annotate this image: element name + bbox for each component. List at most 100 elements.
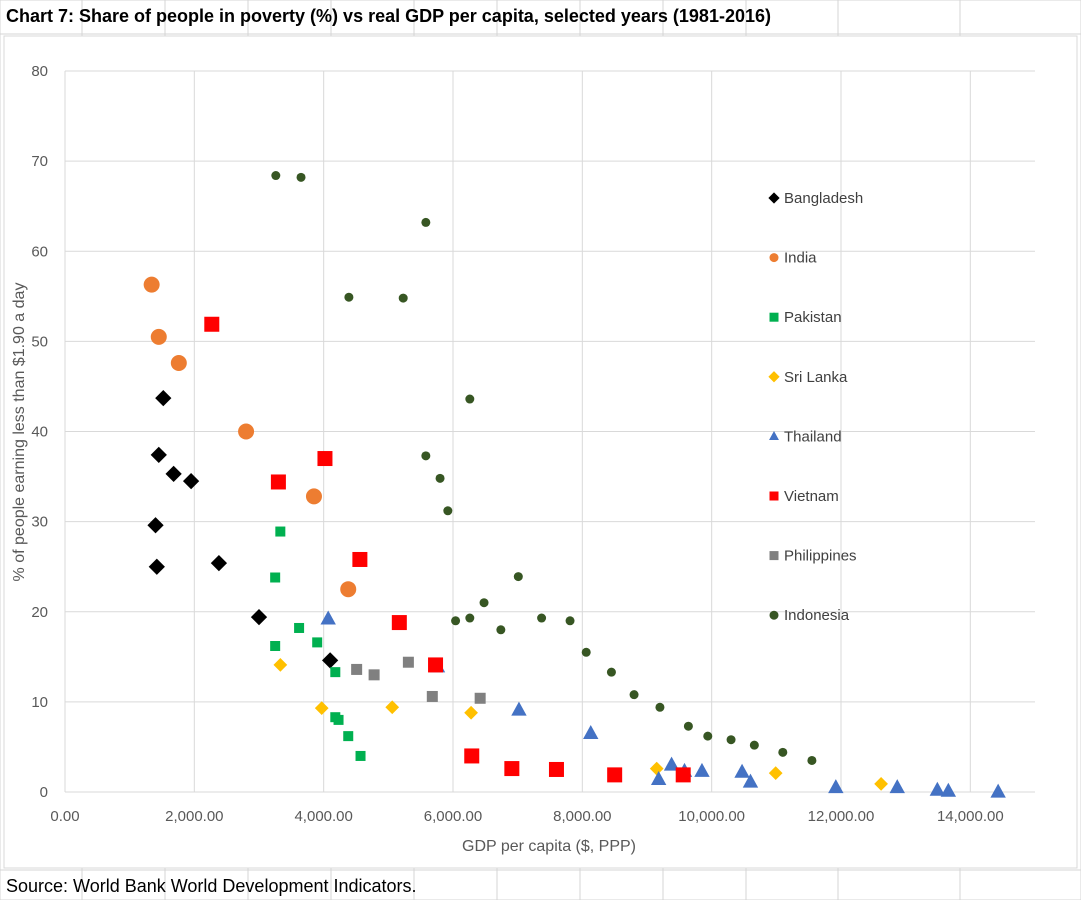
thailand-point — [650, 770, 667, 785]
india-point — [340, 581, 357, 598]
thailand-point — [742, 773, 759, 788]
y-tick-label: 70 — [31, 153, 48, 170]
vietnam-point — [504, 761, 520, 777]
legend-label-thailand: Thailand — [784, 428, 842, 445]
philippines-point — [474, 692, 486, 704]
y-tick-label: 30 — [31, 514, 48, 531]
x-tick-label: 0.00 — [50, 808, 79, 825]
sri-lanka-point — [385, 700, 400, 715]
bangladesh-point — [147, 517, 164, 534]
source-note: Source: World Bank World Development Ind… — [6, 876, 417, 896]
bangladesh-point — [210, 554, 228, 572]
indonesia-point — [398, 293, 408, 303]
chart-frame — [3, 35, 1078, 869]
indonesia-point — [443, 506, 453, 516]
vietnam-point — [607, 767, 623, 783]
indonesia-point — [296, 172, 306, 182]
indonesia-point — [465, 394, 475, 404]
philippines-point — [426, 690, 438, 702]
indonesia-point — [749, 740, 759, 750]
thailand-point — [511, 701, 527, 716]
indonesia-point — [344, 292, 354, 302]
y-tick-label: 20 — [31, 604, 48, 621]
sri-lanka-point — [768, 766, 783, 780]
vietnam-point — [675, 767, 691, 783]
philippines-point — [368, 669, 380, 681]
thailand-point — [929, 781, 946, 796]
thailand-point — [694, 762, 710, 777]
bangladesh-point — [155, 390, 172, 407]
x-tick-label: 10,000.00 — [678, 808, 745, 825]
vietnam-point — [391, 615, 407, 631]
indonesia-point — [479, 598, 489, 608]
thailand-point — [828, 779, 844, 794]
y-tick-label: 50 — [31, 333, 48, 350]
vietnam-point — [270, 474, 286, 490]
x-tick-label: 4,000.00 — [294, 808, 352, 825]
vietnam-point — [352, 551, 368, 567]
legend-marker-vietnam — [769, 491, 779, 501]
legend-label-india: India — [784, 250, 817, 267]
x-tick-label: 6,000.00 — [424, 808, 482, 825]
legend-label-sri-lanka: Sri Lanka — [784, 369, 848, 386]
vietnam-point — [428, 657, 444, 673]
vietnam-point — [464, 748, 480, 764]
sri-lanka-point — [273, 658, 288, 672]
x-tick-label: 14,000.00 — [937, 808, 1004, 825]
indonesia-point — [629, 690, 639, 700]
india-point — [305, 488, 322, 505]
indonesia-point — [465, 613, 475, 623]
indonesia-point — [537, 613, 547, 623]
indonesia-point — [421, 217, 431, 227]
y-tick-label: 40 — [31, 424, 48, 441]
pakistan-point — [355, 750, 366, 761]
gridlines — [64, 70, 1035, 793]
indonesia-point — [496, 625, 506, 635]
vietnam-point — [548, 761, 564, 777]
legend-label-pakistan: Pakistan — [784, 309, 842, 326]
indonesia-point — [513, 572, 523, 582]
indonesia-point — [451, 616, 461, 626]
y-tick-label: 0 — [40, 784, 48, 801]
thailand-point — [940, 782, 957, 797]
legend-label-bangladesh: Bangladesh — [784, 190, 863, 207]
legend-label-philippines: Philippines — [784, 548, 857, 565]
philippines-point — [402, 656, 414, 668]
y-axis-ticks: 0 10 20 30 40 50 60 70 80 — [31, 63, 48, 801]
legend-marker-indonesia — [769, 610, 779, 620]
india-point — [170, 355, 187, 372]
indonesia-point — [778, 747, 788, 757]
thailand-point — [583, 725, 599, 740]
pakistan-point — [330, 667, 341, 678]
legend: Bangladesh India Pakistan Sri Lanka Thailand… — [768, 190, 863, 624]
indonesia-point — [421, 451, 431, 461]
indonesia-point — [703, 731, 713, 741]
x-tick-label: 8,000.00 — [553, 808, 611, 825]
pakistan-point — [333, 714, 344, 725]
sri-lanka-point — [314, 701, 329, 716]
legend-label-indonesia: Indonesia — [784, 607, 850, 624]
indonesia-point — [606, 667, 616, 677]
y-tick-label: 60 — [31, 243, 48, 260]
legend-marker-india — [769, 253, 779, 263]
bangladesh-point — [322, 652, 339, 669]
india-point — [238, 423, 255, 440]
bangladesh-point — [165, 465, 182, 482]
bangladesh-point — [250, 609, 268, 626]
india-point — [150, 328, 167, 345]
pakistan-point — [294, 622, 305, 633]
legend-marker-pakistan — [769, 312, 779, 322]
vietnam-point — [317, 451, 333, 467]
indonesia-point — [581, 647, 591, 657]
thailand-point — [990, 783, 1006, 798]
thailand-point — [889, 779, 905, 794]
vietnam-point — [204, 316, 220, 332]
pakistan-point — [275, 526, 286, 537]
philippines-point — [351, 663, 363, 675]
sri-lanka-point — [874, 777, 888, 791]
thailand-point — [320, 610, 336, 625]
indonesia-point — [435, 473, 445, 483]
x-axis-label: GDP per capita ($, PPP) — [462, 838, 636, 855]
chart-title: Chart 7: Share of people in poverty (%) … — [6, 6, 771, 26]
